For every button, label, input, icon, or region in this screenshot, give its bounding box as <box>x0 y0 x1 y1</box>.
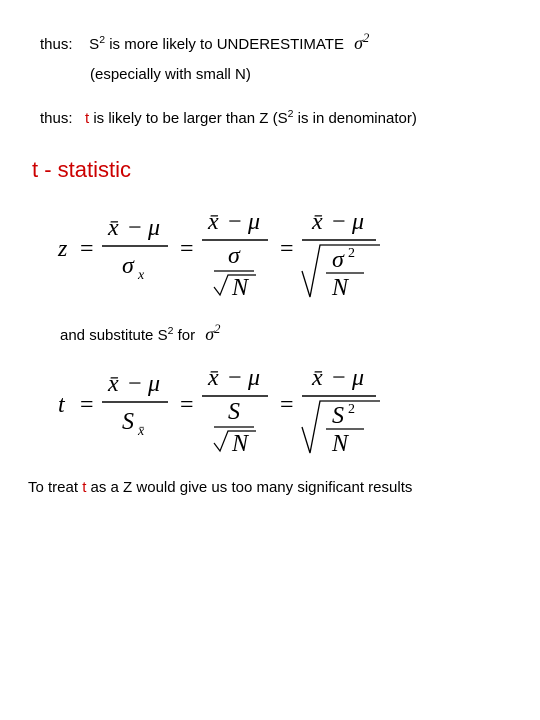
svg-text:−: − <box>128 215 142 241</box>
svg-text:−: − <box>332 209 346 235</box>
svg-text:−: − <box>128 371 142 397</box>
svg-text:μ: μ <box>351 209 364 235</box>
svg-text:μ: μ <box>147 215 160 241</box>
paren-small-n: (especially with small N) <box>90 66 251 83</box>
svg-text:x̄: x̄ <box>107 371 119 397</box>
z-lhs: z <box>57 236 68 262</box>
final-b: as a Z would give us too many significan… <box>86 479 412 496</box>
svg-text:x̄: x̄ <box>311 365 323 391</box>
svg-text:σ: σ <box>332 247 345 273</box>
svg-text:N: N <box>231 431 250 457</box>
thus1-rest: is more likely to UNDERESTIMATE <box>105 36 344 53</box>
svg-text:=: = <box>180 392 194 418</box>
svg-text:μ: μ <box>147 371 160 397</box>
svg-text:=: = <box>280 392 294 418</box>
svg-text:x̄: x̄ <box>207 209 219 235</box>
svg-text:=: = <box>280 236 294 262</box>
sigma-squared-icon-1: σ2 <box>354 33 369 53</box>
svg-text:x̄: x̄ <box>311 209 323 235</box>
svg-text:−: − <box>228 209 242 235</box>
line-thus-1: thus: S2 is more likely to UNDERESTIMATE… <box>40 30 500 56</box>
svg-text:x: x <box>137 268 145 283</box>
svg-text:x̄: x̄ <box>207 365 219 391</box>
svg-text:x̄: x̄ <box>107 215 119 241</box>
final-a: To treat <box>28 479 82 496</box>
thus-label-1: thus: <box>40 34 85 55</box>
line-thus-2: thus:t is likely to be larger than Z (S2… <box>40 107 500 129</box>
heading-t-statistic: t - statistic <box>32 157 500 183</box>
svg-text:x̄: x̄ <box>137 424 145 439</box>
thus2-text-a: is likely to be larger than Z (S <box>89 110 287 127</box>
t-lhs: t <box>58 392 66 418</box>
svg-text:2: 2 <box>348 246 355 261</box>
sigma-squared-icon-2: σ2 <box>205 324 220 344</box>
svg-text:N: N <box>331 275 350 301</box>
svg-text:S: S <box>332 403 344 429</box>
svg-text:σ: σ <box>228 243 241 269</box>
formula-t: t = x̄ − μ S x̄ = x̄ − μ S N <box>40 357 500 457</box>
svg-text:S: S <box>122 409 134 435</box>
s-squared-1: S2 <box>89 36 105 53</box>
svg-text:N: N <box>331 431 350 457</box>
svg-text:2: 2 <box>348 402 355 417</box>
formula-z: z = x̄ − μ σ x = x̄ − μ σ <box>40 201 500 301</box>
svg-text:−: − <box>228 365 242 391</box>
svg-text:σ: σ <box>122 253 135 279</box>
thus-label-2: thus: <box>40 108 85 129</box>
svg-text:μ: μ <box>247 365 260 391</box>
svg-text:=: = <box>80 392 94 418</box>
svg-text:S: S <box>228 399 240 425</box>
line-final: To treat t as a Z would give us too many… <box>28 477 500 498</box>
line-substitute: and substitute S2 for σ2 <box>60 321 500 347</box>
sub-b: for <box>173 327 199 344</box>
svg-text:μ: μ <box>351 365 364 391</box>
svg-text:μ: μ <box>247 209 260 235</box>
sub-a: and substitute S <box>60 327 168 344</box>
svg-text:=: = <box>80 236 94 262</box>
line-thus-1b: (especially with small N) <box>90 64 500 85</box>
svg-text:=: = <box>180 236 194 262</box>
svg-text:−: − <box>332 365 346 391</box>
svg-text:N: N <box>231 275 250 301</box>
thus2-text-b: is in denominator) <box>293 110 416 127</box>
